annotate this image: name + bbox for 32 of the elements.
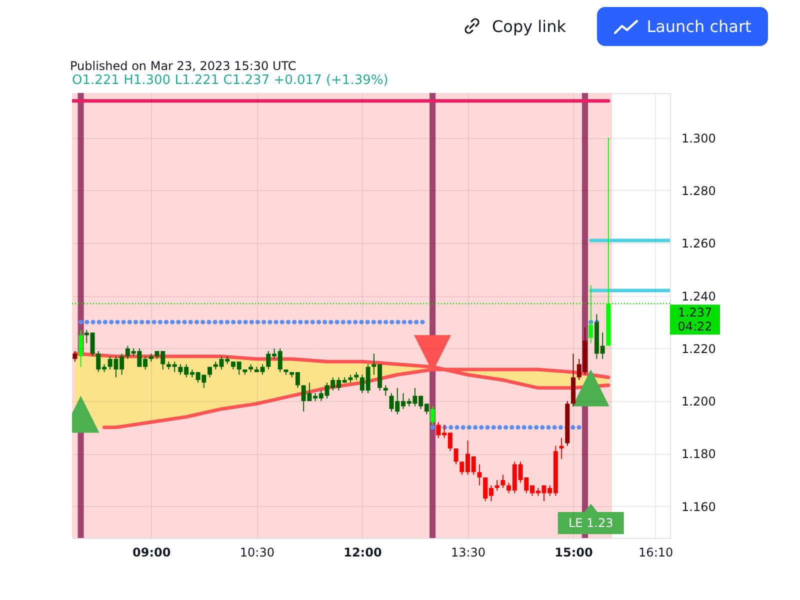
candlestick: [72, 350, 78, 362]
candlestick: [430, 406, 435, 426]
candlestick: [78, 329, 84, 368]
candlestick: [383, 384, 388, 396]
x-tick-label: 16:10: [638, 546, 674, 560]
x-tick-label: 15:00: [554, 546, 593, 560]
candlestick: [500, 474, 506, 488]
y-tick-label: 1.300: [682, 131, 716, 146]
y-tick-label: 1.200: [682, 394, 716, 409]
chart-title: O1.221 H1.300 L1.221 C1.237 +0.017 (+1.39%): [72, 73, 388, 88]
text: Copy link: [492, 16, 566, 36]
x-tick-label: 10:30: [240, 546, 274, 560]
ref-line-label: 1.237: [678, 306, 712, 320]
y-tick-label: 1.180: [682, 447, 716, 462]
candlestick: [588, 284, 594, 344]
candlestick: [454, 448, 458, 465]
candlestick: [559, 437, 564, 460]
candlestick: [477, 464, 482, 486]
candlestick: [494, 480, 500, 492]
button: Launch chart: [597, 7, 768, 46]
y-tick-label: 1.220: [682, 342, 716, 356]
y-tick-label: 1.240: [682, 289, 716, 304]
point: [414, 335, 452, 372]
y-tick-label: 1.280: [682, 184, 716, 198]
x-tick-label: 13:30: [450, 546, 486, 560]
x-tick-label: 12:00: [344, 546, 382, 560]
y-tick-label: 1.260: [682, 236, 716, 251]
text: Published on Mar 23, 2023 15:30 UTC: [70, 59, 296, 73]
text: 04:22: [678, 320, 712, 334]
annotation: LE 1.23: [568, 516, 614, 530]
x-tick-label: 09:00: [132, 546, 171, 560]
y-tick-label: 1.160: [682, 500, 716, 514]
